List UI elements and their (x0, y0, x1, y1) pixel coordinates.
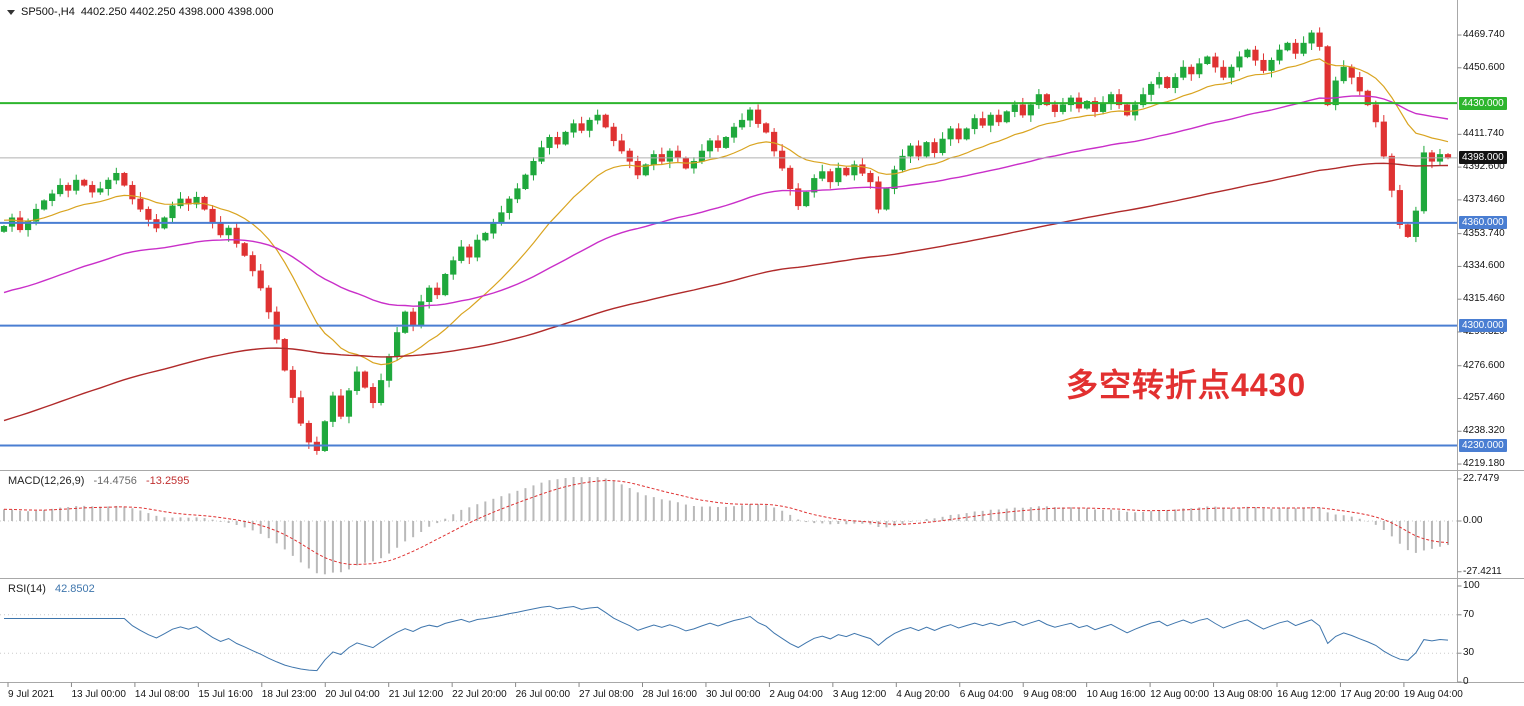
candlestick-series (0, 27, 1452, 455)
price-tick-label: 4411.740 (1463, 128, 1504, 140)
time-axis-label: 17 Aug 20:00 (1340, 689, 1400, 700)
macd-indicator-label: MACD(12,26,9) -14.4756 -13.2595 (8, 475, 189, 487)
ma-line-mid-magenta (3, 95, 1449, 307)
time-axis-label: 10 Aug 16:00 (1086, 689, 1146, 700)
ohlc-readout: 4402.250 4402.250 4398.000 4398.000 (80, 6, 274, 18)
price-tick-label: 4334.600 (1463, 260, 1505, 272)
rsi-tick-label: 30 (1463, 647, 1475, 659)
rsi-indicator-label: RSI(14) 42.8502 (8, 583, 95, 595)
price-level-badge: 4360.000 (1459, 216, 1507, 230)
chart-header: SP500-,H4 4402.250 4402.250 4398.000 439… (7, 6, 274, 18)
time-axis-label: 15 Jul 16:00 (198, 689, 253, 700)
time-axis-label: 3 Aug 12:00 (832, 689, 887, 700)
time-axis-label: 4 Aug 20:00 (896, 689, 950, 700)
symbol-dropdown-icon[interactable] (7, 9, 15, 15)
price-tick-label: 4276.600 (1463, 359, 1505, 371)
price-tick-label: 4353.740 (1463, 227, 1505, 239)
price-tick-label: 4219.180 (1463, 458, 1505, 470)
rsi-line (4, 605, 1449, 672)
time-axis-label: 22 Jul 20:00 (452, 689, 507, 700)
rsi-tick-label: 100 (1463, 580, 1480, 591)
macd-histogram (3, 477, 1449, 575)
time-axis-label: 6 Aug 04:00 (959, 689, 1014, 700)
macd-name: MACD(12,26,9) (8, 475, 85, 487)
ma-line-fast-orange (3, 58, 1449, 366)
price-tick-label: 4257.460 (1463, 392, 1505, 404)
time-axis-label: 9 Jul 2021 (8, 689, 55, 700)
current-price-badge: 4398.000 (1459, 151, 1507, 165)
rsi-value: 42.8502 (54, 583, 95, 595)
macd-signal-value: -13.2595 (145, 475, 190, 487)
time-axis-label: 28 Jul 16:00 (642, 689, 698, 700)
rsi-tick-label: 70 (1463, 608, 1475, 620)
time-axis[interactable]: 9 Jul 2021 13 Jul 00:00 14 Jul 08:00 15 Jul… (0, 683, 1524, 706)
price-level-badge: 4300.000 (1459, 319, 1507, 333)
time-axis-label: 12 Aug 00:00 (1150, 689, 1210, 700)
price-tick-label: 4469.740 (1463, 29, 1505, 41)
time-axis-label: 18 Jul 23:00 (261, 689, 317, 700)
time-axis-label: 13 Jul 00:00 (71, 689, 126, 700)
price-level-badge: 4230.000 (1459, 439, 1507, 452)
macd-tick-label: 0.00 (1463, 515, 1483, 526)
time-axis-label: 16 Aug 12:00 (1277, 689, 1336, 700)
price-axis[interactable]: 4469.740 4450.600 4411.740 4392.600 4373.460… (1458, 0, 1524, 687)
time-axis-label: 2 Aug 04:00 (769, 689, 823, 700)
rsi-name: RSI(14) (8, 583, 46, 595)
chart-text-annotation: 多空转折点4430 (1066, 367, 1307, 403)
time-axis-label: 30 Jul 00:00 (705, 689, 761, 700)
time-axis-label: 26 Jul 00:00 (515, 689, 571, 700)
time-axis-label: 20 Jul 04:00 (325, 689, 380, 700)
price-tick-label: 4315.460 (1463, 293, 1505, 305)
symbol-timeframe-label: SP500-,H4 (21, 6, 75, 18)
macd-main-value: -14.4756 (93, 475, 137, 487)
time-axis-label: 13 Aug 08:00 (1213, 689, 1273, 700)
macd-tick-label: 22.7479 (1463, 472, 1500, 484)
price-tick-label: 4392.600 (1463, 161, 1505, 173)
time-axis-label: 21 Jul 12:00 (388, 689, 444, 700)
price-tick-label: 4450.600 (1463, 61, 1505, 73)
price-tick-label: 4238.320 (1463, 425, 1505, 437)
rsi-tick-label: 0 (1463, 676, 1469, 687)
price-tick-label: 4373.460 (1463, 193, 1505, 205)
time-axis-label: 19 Aug 04:00 (1403, 689, 1463, 700)
macd-tick-label: -27.4211 (1463, 565, 1502, 577)
ma-line-slow-darkred (3, 162, 1449, 422)
time-axis-label: 14 Jul 08:00 (134, 689, 190, 700)
time-axis-label: 27 Jul 08:00 (579, 689, 634, 700)
time-axis-label: 9 Aug 08:00 (1023, 689, 1077, 700)
macd-signal-line (3, 479, 1449, 566)
price-level-badge: 4430.000 (1459, 96, 1507, 110)
